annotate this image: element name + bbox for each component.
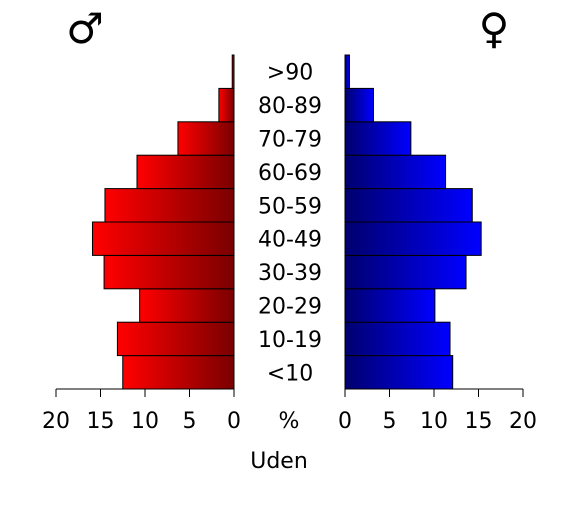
male-bar-0 (122, 355, 235, 390)
age-label-6: 60-69 (258, 161, 322, 186)
female-bar-4 (344, 221, 482, 256)
age-group-labels: <10 10-19 20-29 30-39 40-49 50-59 60-69 70-79 80… (258, 61, 322, 387)
male-tick-label-0: 20 (42, 409, 70, 434)
female-bar-7 (344, 121, 412, 156)
male-tick-label-2: 10 (131, 409, 159, 434)
male-bar-3 (103, 254, 235, 290)
female-tick-label-2: 10 (420, 409, 448, 434)
male-tick-label-1: 15 (87, 409, 115, 434)
female-bar-8 (344, 87, 374, 123)
female-bar-2 (344, 288, 436, 323)
male-bar-5 (104, 188, 235, 223)
male-bar-8 (218, 87, 235, 123)
age-label-5: 50-59 (258, 194, 322, 219)
male-bar-7 (177, 121, 235, 156)
female-bar-1 (344, 321, 451, 357)
male-bar-6 (136, 154, 235, 190)
female-bar-5 (344, 188, 473, 223)
female-bar-6 (344, 154, 447, 190)
age-label-0: <10 (267, 361, 313, 386)
female-axis: 0 5 10 15 20 (338, 388, 537, 434)
age-label-7: 70-79 (258, 128, 322, 153)
age-label-2: 20-29 (258, 295, 322, 320)
unit-label: % (279, 409, 300, 434)
female-tick-label-3: 15 (465, 409, 493, 434)
male-bar-1 (116, 321, 235, 357)
female-tick-label-4: 20 (509, 409, 537, 434)
male-tick-label-3: 5 (183, 409, 197, 434)
x-axis-label: Uden (250, 449, 308, 474)
female-tick-label-1: 5 (383, 409, 397, 434)
male-tick-label-4: 0 (227, 409, 241, 434)
age-label-4: 40-49 (258, 228, 322, 253)
male-bar-2 (139, 288, 235, 323)
male-axis: 20 15 10 5 0 (42, 388, 241, 434)
female-symbol: ♀ (479, 4, 510, 53)
female-bars (344, 54, 482, 390)
female-bar-0 (344, 355, 454, 390)
male-bar-9 (231, 54, 235, 89)
female-bar-9 (344, 54, 350, 89)
female-tick-label-0: 0 (338, 409, 352, 434)
female-bar-3 (344, 254, 467, 290)
age-label-8: 80-89 (258, 94, 322, 119)
male-bars (91, 54, 235, 390)
age-label-9: >90 (267, 61, 313, 86)
age-label-3: 30-39 (258, 261, 322, 286)
age-label-1: 10-19 (258, 328, 322, 353)
male-symbol: ♂ (66, 4, 104, 53)
male-bar-4 (91, 221, 235, 256)
